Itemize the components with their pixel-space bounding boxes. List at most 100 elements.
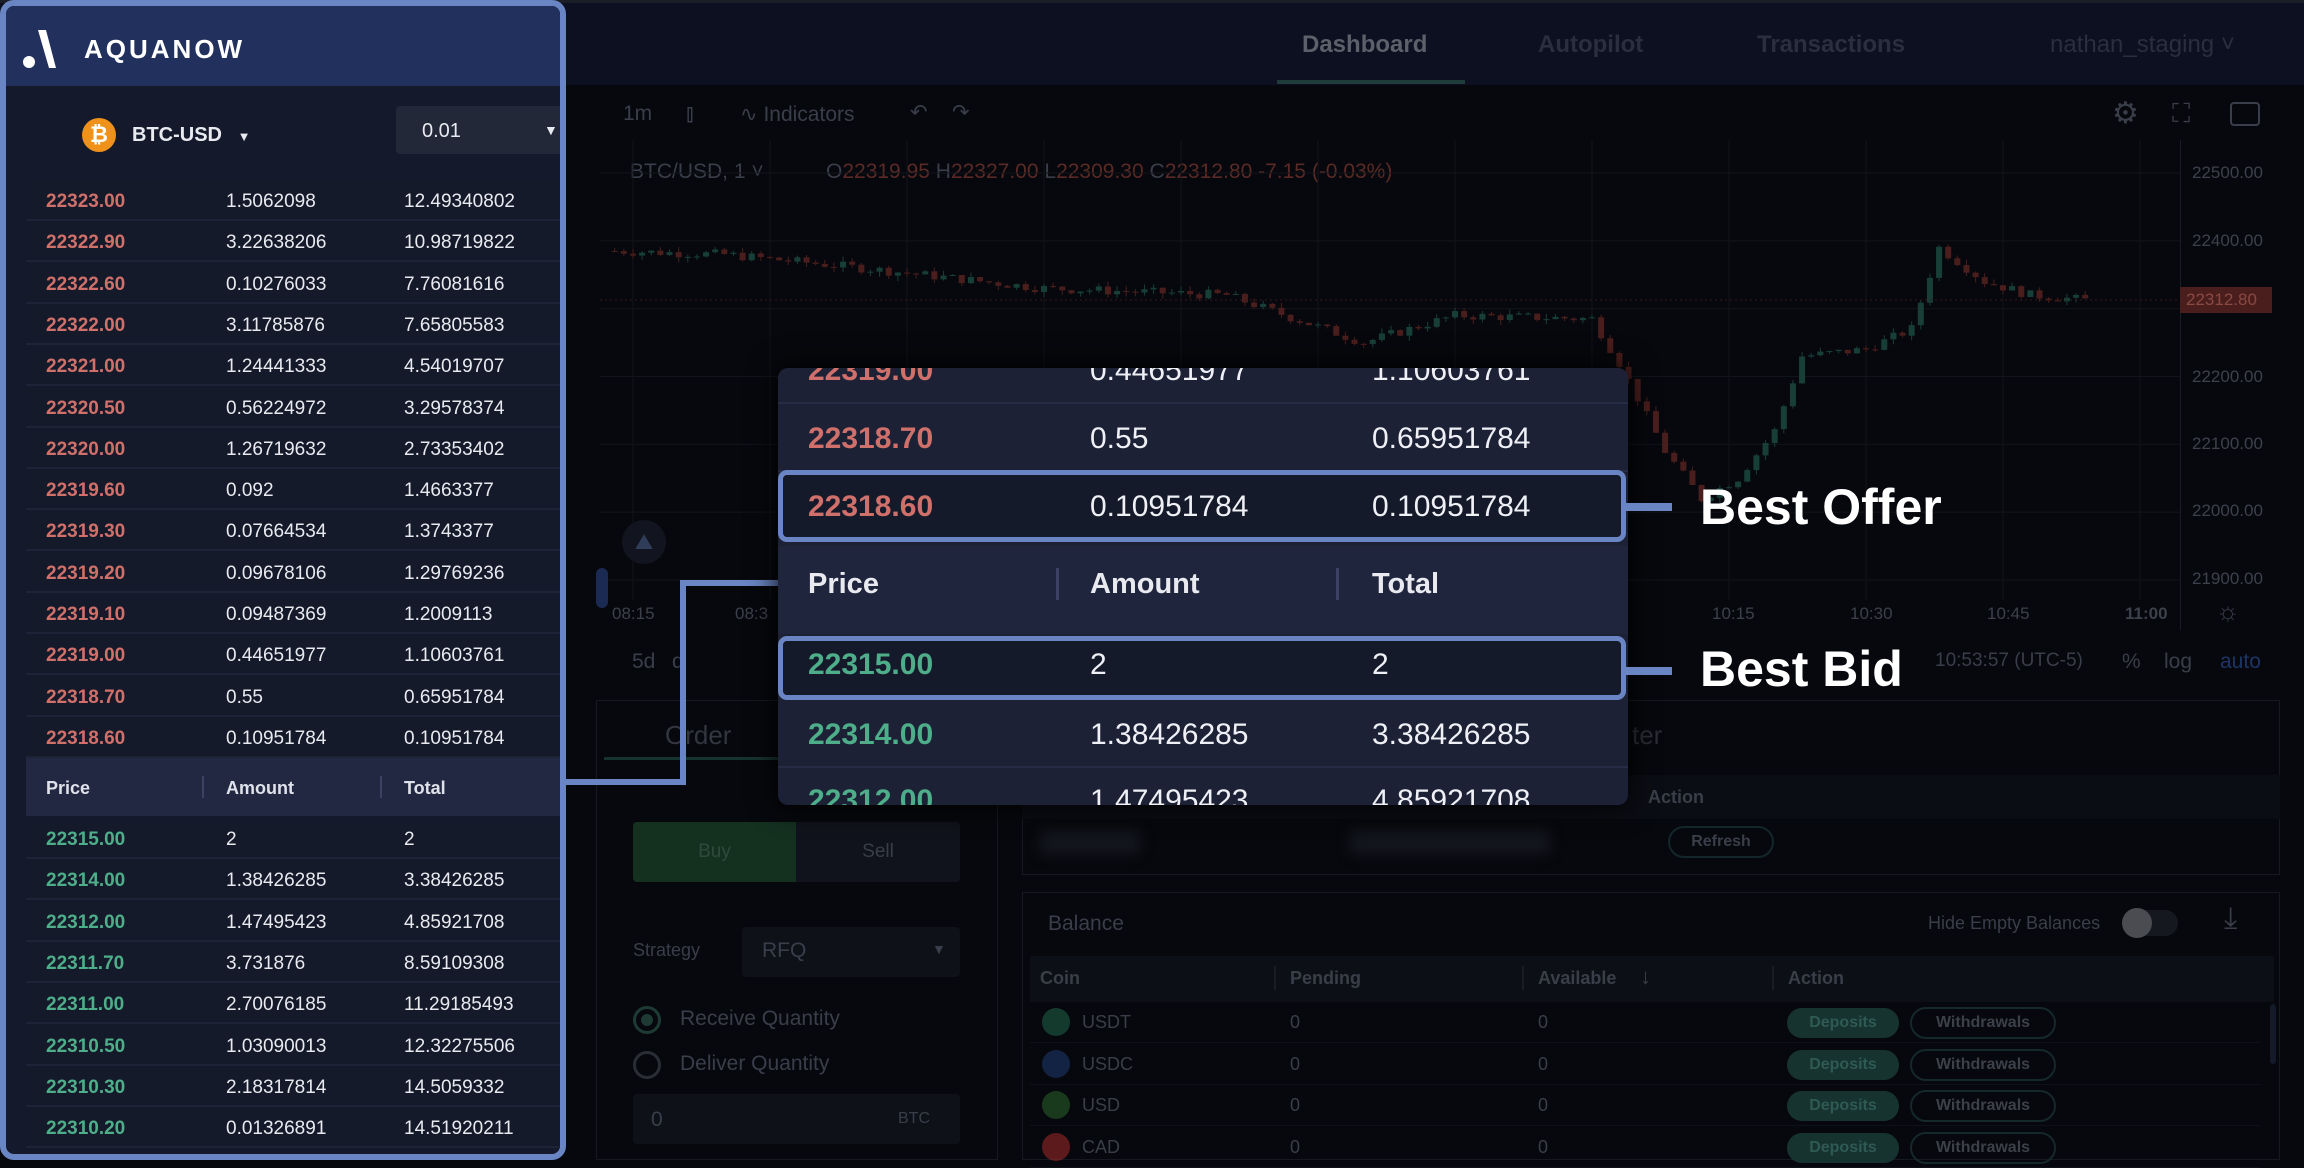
pair-selector[interactable]: BTC-USD ▼	[132, 124, 250, 147]
camera-icon[interactable]	[2230, 102, 2260, 126]
sort-down-icon[interactable]: ↓	[1640, 964, 1651, 989]
ask-total: 4.54019707	[404, 356, 505, 378]
last-price-tag: 22312.80	[2180, 287, 2272, 313]
candle-type-icon[interactable]: ⫾	[686, 100, 694, 127]
redo-icon[interactable]: ↷	[952, 101, 970, 124]
candle	[693, 254, 700, 260]
interval-button[interactable]: 1m	[623, 102, 653, 125]
hide-empty-toggle[interactable]	[2122, 908, 2178, 938]
candle	[2082, 291, 2089, 299]
range-1d[interactable]: d	[672, 650, 684, 673]
sell-button[interactable]: Sell	[796, 822, 960, 882]
tradingview-logo-icon[interactable]: ⛰	[622, 520, 666, 564]
auto-scale-button[interactable]: auto	[2220, 650, 2261, 673]
fullscreen-icon[interactable]: ⛶	[2172, 98, 2191, 128]
bid-row[interactable]: 22310.50 1.03090013 12.32275506	[26, 1024, 560, 1066]
strategy-select[interactable]: RFQ ▼	[742, 927, 960, 977]
withdrawals-button[interactable]: Withdrawals	[1910, 1048, 2056, 1081]
ask-row[interactable]: 22319.30 0.07664534 1.3743377	[26, 510, 560, 552]
balance-scrollbar[interactable]	[2270, 1004, 2276, 1064]
bid-total: 14.5059332	[404, 1076, 505, 1098]
candle	[949, 274, 956, 277]
column-divider	[380, 776, 382, 798]
candle	[1844, 349, 1851, 356]
chevron-down-icon: ▼	[932, 941, 946, 957]
receive-quantity-radio[interactable]	[633, 1006, 661, 1034]
withdrawals-button[interactable]: Withdrawals	[1910, 1131, 2056, 1164]
ask-row[interactable]: 22320.00 1.26719632 2.73353402	[26, 427, 560, 469]
ask-row[interactable]: 22319.60 0.092 1.4663377	[26, 469, 560, 511]
candle	[913, 272, 920, 279]
tab-dashboard[interactable]: Dashboard	[1302, 31, 1428, 58]
deposits-button[interactable]: Deposits	[1787, 1049, 1899, 1080]
candle	[1095, 283, 1102, 293]
deposits-button[interactable]: Deposits	[1787, 1132, 1899, 1163]
ask-row[interactable]: 22322.60 0.10276033 7.76081616	[26, 262, 560, 304]
deposits-button[interactable]: Deposits	[1787, 1008, 1899, 1038]
ask-amount: 0.56224972	[226, 397, 327, 419]
balance-header-available[interactable]: Available	[1538, 968, 1617, 988]
percent-scale-button[interactable]: %	[2122, 650, 2141, 673]
candle	[1360, 342, 1367, 349]
deposits-button[interactable]: Deposits	[1787, 1091, 1899, 1121]
ask-row[interactable]: 22318.60 0.10951784 0.10951784	[26, 716, 560, 758]
bid-row[interactable]: 22311.70 3.731876 8.59109308	[26, 941, 560, 983]
user-menu[interactable]: nathan_staging ˅	[2050, 31, 2235, 58]
undo-icon[interactable]: ↶	[910, 101, 928, 124]
ask-row[interactable]: 22320.50 0.56224972 3.29578374	[26, 386, 560, 428]
withdrawals-button[interactable]: Withdrawals	[1910, 1090, 2056, 1122]
candle	[1050, 282, 1057, 289]
bid-row[interactable]: 22315.00 2 2	[26, 818, 560, 859]
candle	[1406, 323, 1413, 341]
ask-row[interactable]: 22319.20 0.09678106 1.29769236	[26, 551, 560, 593]
settings-gear-icon[interactable]: ⚙	[2112, 97, 2139, 130]
range-5d[interactable]: 5d	[632, 650, 656, 673]
refresh-button[interactable]: Refresh	[1668, 826, 1774, 858]
ask-row[interactable]: 22322.00 3.11785876 7.65805583	[26, 303, 560, 345]
ask-price: 22320.00	[46, 438, 126, 460]
candle	[684, 254, 691, 263]
bid-total: 2	[1372, 648, 1389, 681]
available-value: 0	[1538, 1012, 1549, 1032]
ask-row[interactable]: 22319.10 0.09487369 1.2009113	[26, 593, 560, 634]
bid-total: 11.29185493	[404, 994, 514, 1016]
ask-row[interactable]: 22319.00 0.44651977 1.10603761	[26, 634, 560, 676]
collapse-handle[interactable]	[596, 568, 608, 608]
balance-header-action[interactable]: Action	[1788, 968, 1844, 988]
candle	[1716, 485, 1723, 503]
ask-price: 22318.60	[808, 490, 934, 523]
ask-row[interactable]: 22321.00 1.24441333 4.54019707	[26, 345, 560, 387]
candle	[712, 247, 719, 254]
increment-select[interactable]: 0.01 ▼	[396, 106, 560, 154]
buy-button[interactable]: Buy	[633, 822, 796, 882]
bid-row[interactable]: 22311.00 2.70076185 11.29185493	[26, 983, 560, 1025]
price-tick: 22100.00	[2192, 434, 2263, 453]
candle	[858, 262, 865, 275]
candle	[1488, 311, 1495, 316]
log-scale-button[interactable]: log	[2164, 650, 2193, 673]
low-value: 22309.30	[1056, 160, 1144, 183]
bid-row[interactable]: 22312.00 1.47495423 4.85921708	[26, 900, 560, 942]
candle	[1205, 286, 1212, 300]
tab-transactions[interactable]: Transactions	[1757, 31, 1906, 58]
ask-row[interactable]: 22323.00 1.5062098 12.49340802	[26, 180, 560, 221]
tab-autopilot[interactable]: Autopilot	[1538, 31, 1644, 58]
balance-header-pending[interactable]: Pending	[1290, 968, 1361, 988]
bid-row[interactable]: 22310.30 2.18317814 14.5059332	[26, 1065, 560, 1107]
withdrawals-button[interactable]: Withdrawals	[1910, 1007, 2056, 1039]
candle	[1333, 324, 1340, 336]
bid-row[interactable]: 22314.00 1.38426285 3.38426285	[26, 859, 560, 901]
deliver-quantity-radio[interactable]	[633, 1051, 661, 1079]
chart-symbol[interactable]: BTC/USD, 1 ˅	[630, 160, 764, 183]
ask-row[interactable]: 22322.90 3.22638206 10.98719822	[26, 221, 560, 263]
indicators-button[interactable]: ∿ Indicators	[740, 102, 855, 127]
bid-row[interactable]: 22310.20 0.01326891 14.51920211	[26, 1107, 560, 1149]
axis-settings-icon[interactable]: ☼	[2216, 596, 2240, 626]
balance-header-coin[interactable]: Coin	[1040, 968, 1080, 988]
download-icon[interactable]: ⤓	[2224, 902, 2238, 935]
ask-row[interactable]: 22318.70 0.55 0.65951784	[26, 675, 560, 717]
tab-order[interactable]: Order	[665, 720, 732, 750]
tab-tracker[interactable]: ter	[1632, 720, 1663, 750]
quantity-input[interactable]: 0 BTC	[633, 1094, 960, 1144]
blurred-value	[1350, 830, 1550, 854]
